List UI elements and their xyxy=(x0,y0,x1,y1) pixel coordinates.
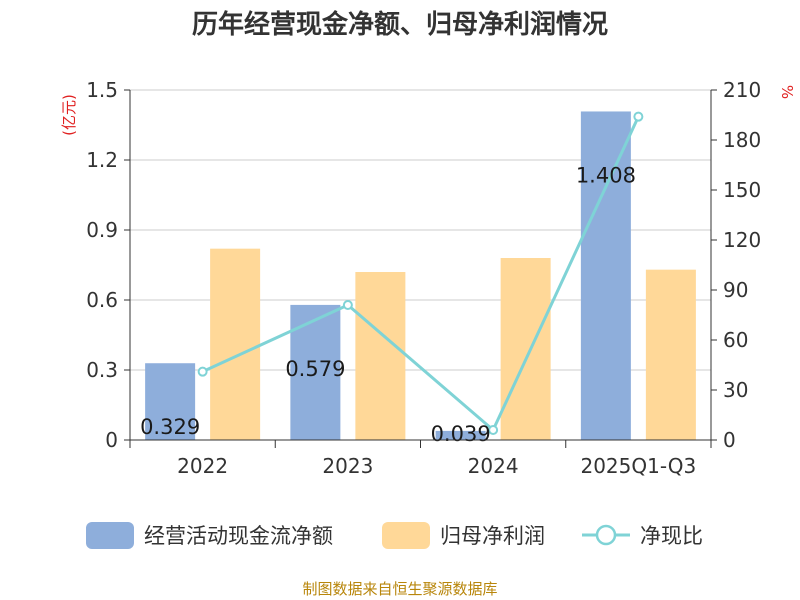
x-tick-label: 2024 xyxy=(468,454,519,478)
source-note: 制图数据来自恒生聚源数据库 xyxy=(302,580,497,598)
right-tick-label: 30 xyxy=(723,378,748,402)
bar-value-label: 0.039 xyxy=(431,422,491,446)
ratio-point xyxy=(488,425,499,435)
legend-cashflow-swatch xyxy=(86,522,134,549)
x-tick-label: 2023 xyxy=(322,454,373,478)
legend: 经营活动现金流净额 归母净利润 净现比 xyxy=(86,522,703,549)
left-tick-label: 1.5 xyxy=(86,78,118,102)
legend-ratio-label: 净现比 xyxy=(640,524,703,548)
bar-value-label: 0.579 xyxy=(285,357,345,381)
right-axis-unit: % xyxy=(778,85,796,99)
left-tick-label: 0 xyxy=(105,428,118,452)
left-tick-label: 1.2 xyxy=(86,148,118,172)
bar-netprofit xyxy=(355,272,406,440)
left-tick-label: 0.3 xyxy=(86,358,118,382)
x-axis: 2022 2023 2024 2025Q1-Q3 xyxy=(129,439,712,478)
left-tick-label: 0.9 xyxy=(86,218,118,242)
left-tick-label: 0.6 xyxy=(86,288,118,312)
legend-cashflow-label: 经营活动现金流净额 xyxy=(144,524,333,548)
ratio-point xyxy=(633,111,644,122)
right-tick-label: 180 xyxy=(723,128,761,152)
x-tick-label: 2022 xyxy=(177,454,228,478)
legend-netprofit-label: 归母净利润 xyxy=(440,524,545,548)
right-tick-label: 210 xyxy=(723,78,761,102)
left-axis-ticks: 0 0.3 0.6 0.9 1.2 1.5 xyxy=(86,78,131,452)
bar-value-labels: 0.329 0.579 0.039 1.408 xyxy=(140,163,636,446)
left-axis-unit: (亿元) xyxy=(60,94,78,136)
bar-value-label: 1.408 xyxy=(576,163,636,187)
bar-netprofit xyxy=(210,248,261,440)
chart-title: 历年经营现金净额、归母净利润情况 xyxy=(192,9,608,40)
ratio-line xyxy=(197,111,644,435)
ratio-line-path xyxy=(201,116,640,433)
bar-netprofit xyxy=(645,269,696,440)
right-tick-label: 60 xyxy=(723,328,748,352)
bar-value-label: 0.329 xyxy=(140,415,200,439)
right-tick-label: 120 xyxy=(723,228,761,252)
right-axis-ticks: 0 30 60 90 120 150 180 210 xyxy=(710,78,761,452)
ratio-point xyxy=(197,366,208,377)
x-tick-label: 2025Q1-Q3 xyxy=(580,454,696,478)
ratio-point xyxy=(342,300,353,310)
legend-ratio-marker xyxy=(595,524,617,546)
right-tick-label: 150 xyxy=(723,178,761,202)
legend-netprofit-swatch xyxy=(382,522,430,549)
bar-netprofit xyxy=(500,258,551,440)
bar-cashflow xyxy=(580,111,631,440)
right-tick-label: 90 xyxy=(723,278,748,302)
right-tick-label: 0 xyxy=(723,428,736,452)
bar-cashflow xyxy=(435,430,486,440)
bar-cashflow xyxy=(145,363,196,440)
bars xyxy=(145,111,696,440)
